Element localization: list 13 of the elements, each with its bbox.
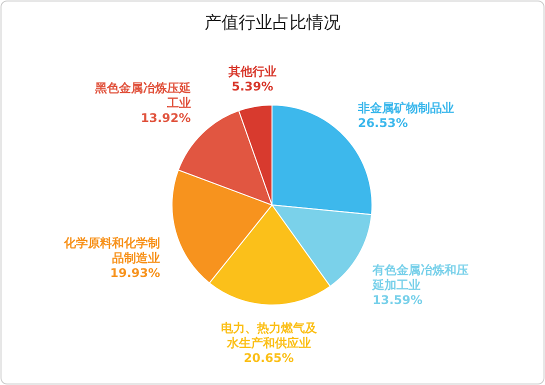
slice-label: 其他行业 xyxy=(227,64,276,79)
slice-label: 有色金属冶炼和压延加工业 xyxy=(372,262,468,292)
data-label: 5.39% xyxy=(232,80,274,94)
data-label: 13.92% xyxy=(140,111,191,126)
data-label: 20.65% xyxy=(244,350,294,365)
chart-title: 产值行业占比情况 xyxy=(204,13,340,33)
data-label: 19.93% xyxy=(110,266,160,280)
data-label: 26.53% xyxy=(358,116,408,130)
slice-label: 化学原料和化学制品制造业 xyxy=(63,236,160,265)
data-label: 13.59% xyxy=(372,292,422,307)
slice-label: 非金属矿物制品业 xyxy=(356,101,454,116)
slice-label: 电力、热力燃气及水生产和供应业 xyxy=(220,320,318,350)
slice-label: 黑色金属冶炼压延工业 xyxy=(94,81,191,110)
